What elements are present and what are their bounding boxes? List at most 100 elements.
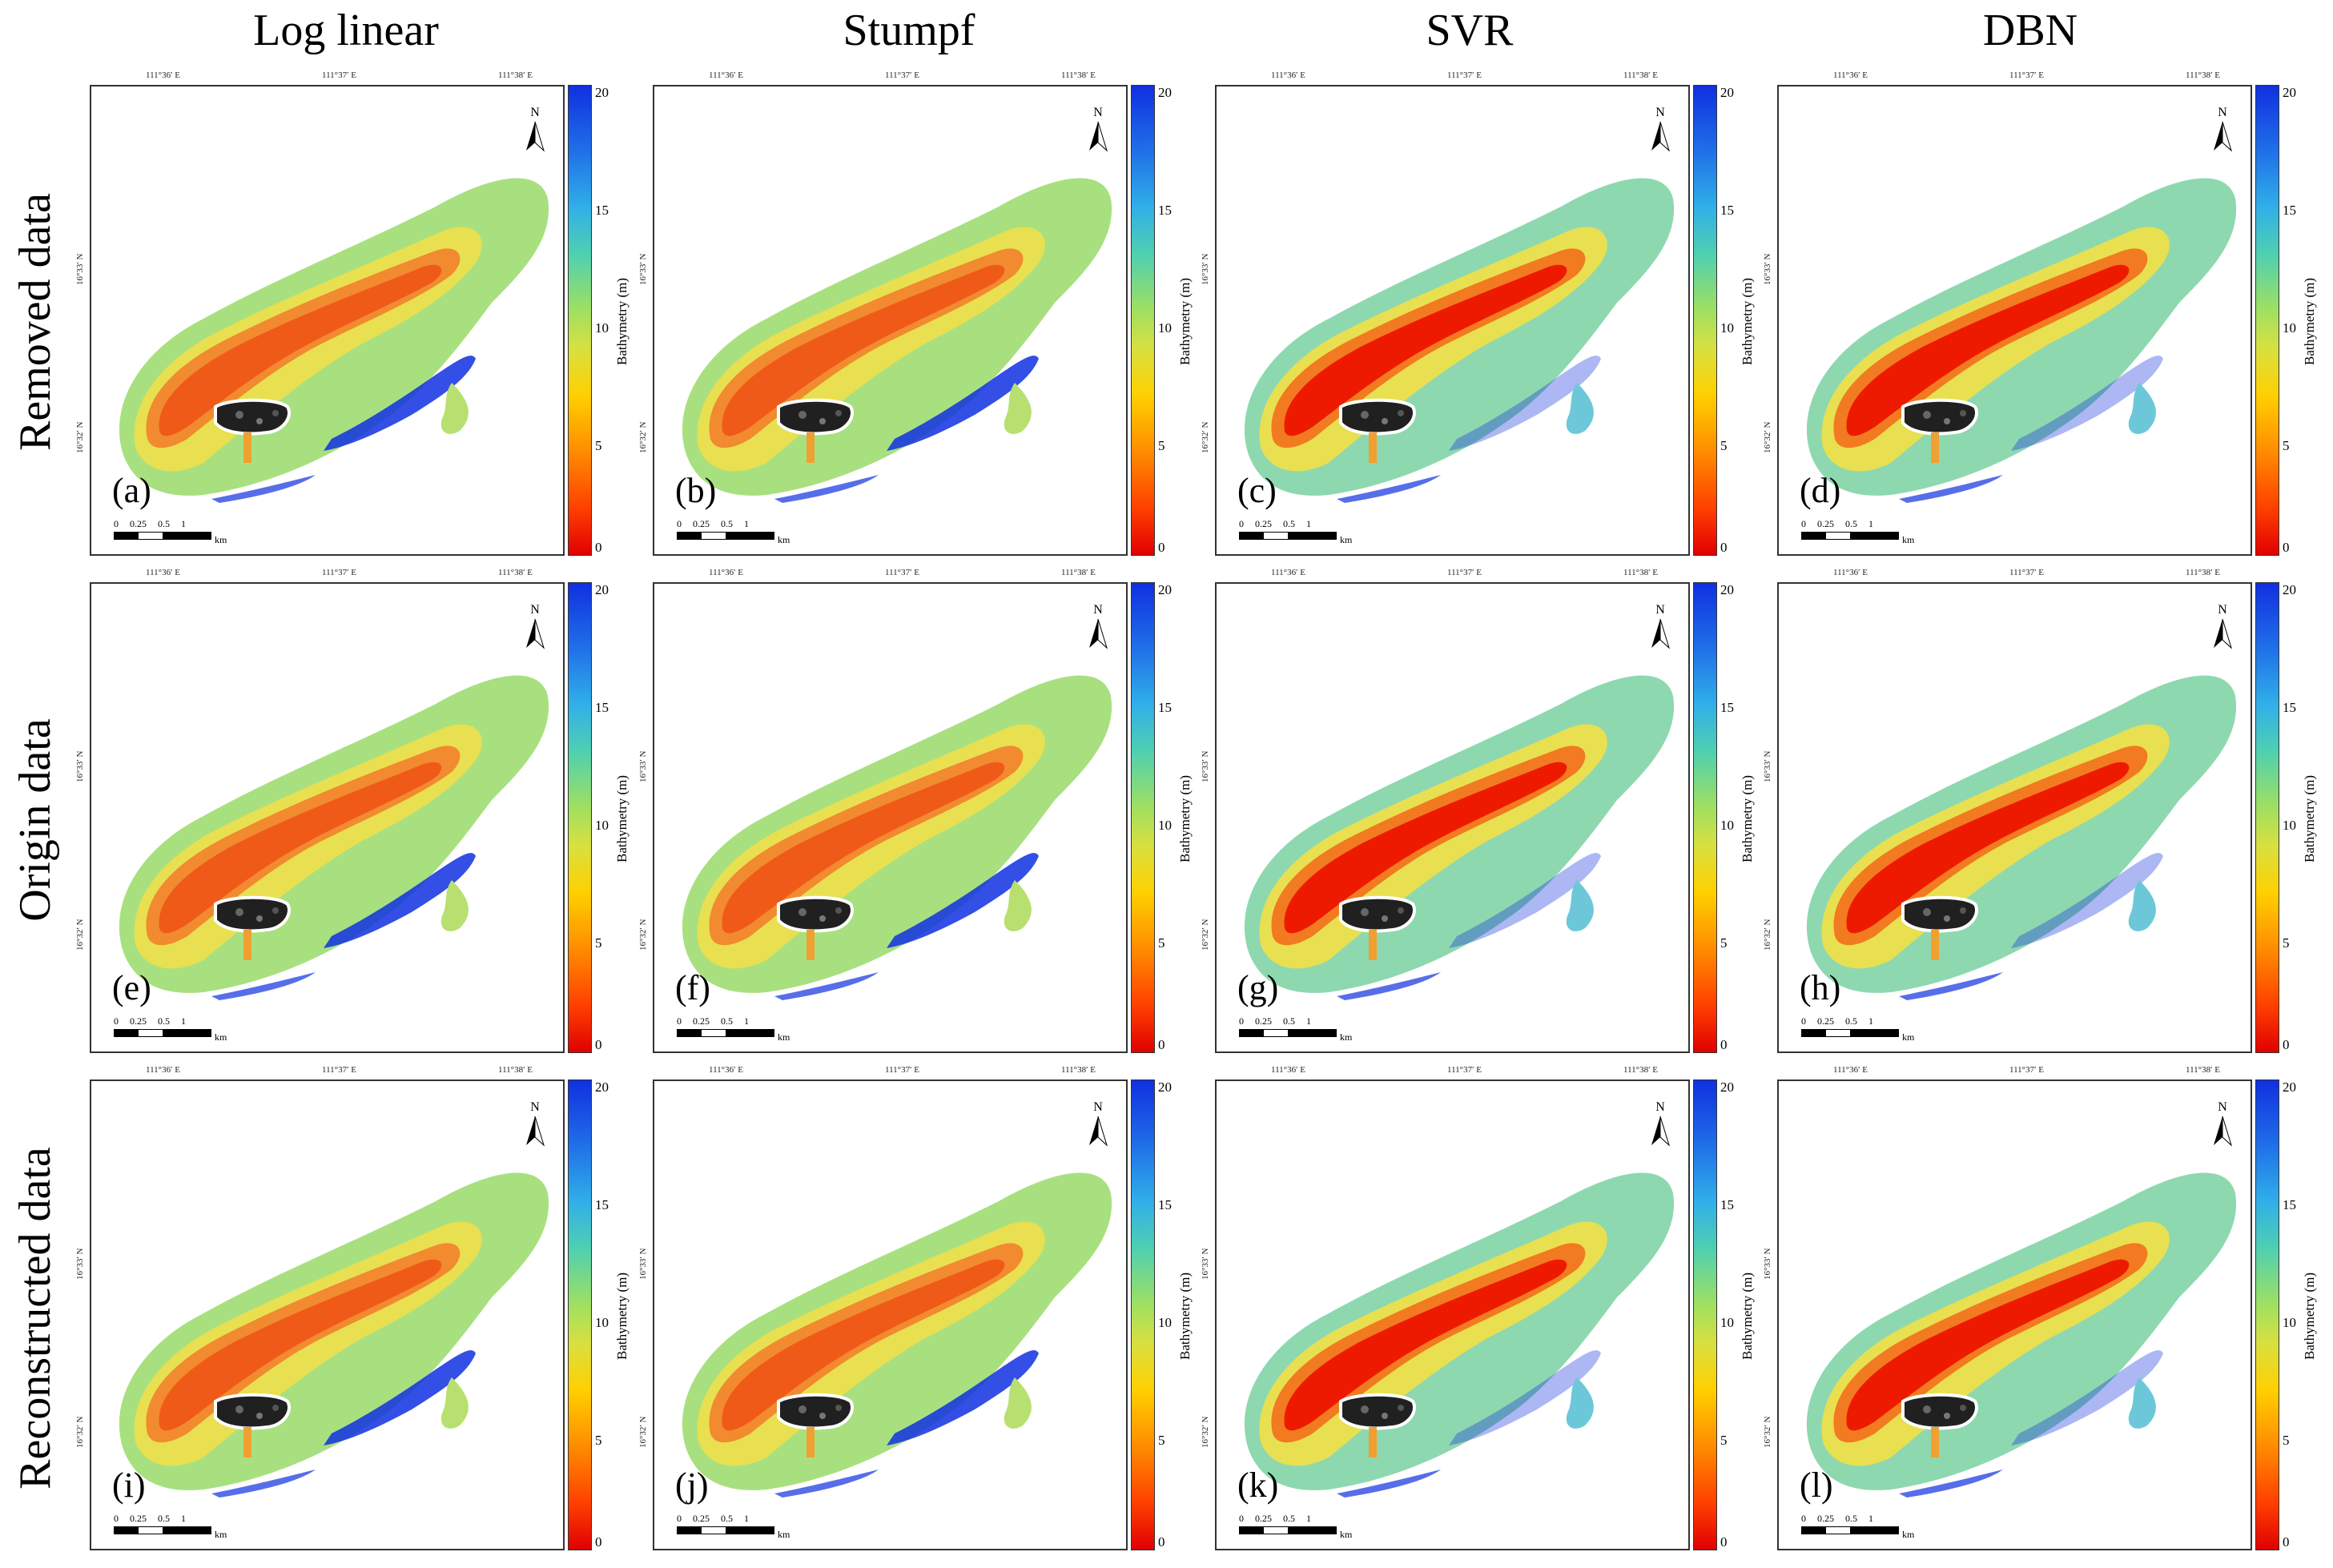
scale-unit: km [1902, 1529, 1915, 1540]
colorbar-title: Bathymetry (m) [2302, 277, 2317, 365]
colorbar-tick-label: 0 [1158, 1037, 1165, 1052]
scale-tick-label: 0.5 [1845, 518, 1857, 529]
lon-tick-label: 111°37′ E [1447, 1065, 1482, 1075]
north-label: N [1655, 1100, 1665, 1114]
colorbar-tick-label: 15 [2283, 1197, 2296, 1212]
lat-tick-label: 16°33′ N [1201, 1248, 1210, 1281]
scale-unit: km [1340, 1031, 1353, 1043]
bathymetry-colorbar [1131, 582, 1155, 1053]
scale-tick-label: 0.5 [1283, 1015, 1295, 1027]
colorbar-tick-label: 20 [1720, 1080, 1734, 1095]
scale-tick-label: 0.25 [1817, 1015, 1834, 1027]
scale-bar: 0 0.25 0.5 1 km [1801, 1015, 1914, 1043]
scale-bar: 0 0.25 0.5 1 km [1239, 518, 1352, 545]
panel-label: (j) [675, 1465, 709, 1505]
scale-unit: km [1902, 1031, 1915, 1043]
bathymetry-map-panel: N (b) 0 0.25 0.5 1 km [653, 85, 1128, 556]
scale-tick-label: 1 [744, 1015, 749, 1027]
lon-tick-label: 111°38′ E [1623, 1065, 1658, 1075]
north-label: N [1093, 106, 1103, 119]
colorbar-tick-label: 10 [595, 818, 609, 833]
scale-bar: 0 0.25 0.5 1 km [1801, 1513, 1914, 1540]
lon-tick-label: 111°36′ E [709, 70, 743, 80]
bathymetry-map-panel: N (a) 0 0.25 0.5 1 km [90, 85, 565, 556]
lat-tick-label: 16°33′ N [75, 253, 85, 286]
scale-tick-label: 0 [114, 1015, 119, 1027]
lon-tick-label: 111°36′ E [1271, 70, 1305, 80]
lon-tick-label: 111°37′ E [1447, 568, 1482, 577]
scale-unit: km [1340, 1529, 1353, 1540]
scale-tick-label: 0.25 [1255, 518, 1272, 529]
scale-tick-label: 0 [1801, 518, 1806, 529]
column-title-dbn: DBN [1982, 6, 2078, 55]
lon-tick-label: 111°37′ E [885, 568, 919, 577]
panel-label: (g) [1237, 968, 1279, 1007]
lat-tick-label: 16°32′ N [1201, 919, 1210, 951]
bathymetry-colorbar [2255, 85, 2279, 556]
lon-tick-label: 111°38′ E [498, 1065, 533, 1075]
bathymetry-map-panel: N (j) 0 0.25 0.5 1 km [653, 1080, 1128, 1550]
scale-tick-label: 0 [1239, 1015, 1244, 1027]
colorbar-title: Bathymetry (m) [614, 774, 630, 862]
scale-unit: km [778, 1529, 790, 1540]
lat-tick-label: 16°32′ N [1201, 1416, 1210, 1449]
lat-tick-label: 16°32′ N [75, 1416, 85, 1449]
colorbar-title: Bathymetry (m) [1740, 774, 1755, 862]
scale-tick-label: 1 [181, 1015, 186, 1027]
colorbar-tick-label: 15 [2283, 203, 2296, 218]
lon-tick-label: 111°36′ E [709, 1065, 743, 1075]
lat-tick-label: 16°32′ N [75, 919, 85, 951]
colorbar-tick-label: 20 [1720, 582, 1734, 597]
colorbar-tick-label: 15 [595, 700, 609, 715]
lon-tick-label: 111°37′ E [322, 568, 356, 577]
north-arrow-icon: N [2210, 1100, 2234, 1156]
bathymetry-map-panel: N (d) 0 0.25 0.5 1 km [1777, 85, 2252, 556]
lon-tick-label: 111°36′ E [1833, 568, 1868, 577]
colorbar-tick-label: 5 [2283, 438, 2290, 453]
panel-label: (d) [1800, 471, 1841, 510]
scale-tick-label: 0.25 [693, 1513, 710, 1524]
lon-tick-label: 111°36′ E [1271, 1065, 1305, 1075]
lat-tick-label: 16°32′ N [1763, 421, 1772, 454]
bathymetry-colorbar [568, 582, 592, 1053]
scale-bar: 0 0.25 0.5 1 km [677, 518, 790, 545]
colorbar-tick-label: 15 [1158, 700, 1172, 715]
lon-tick-label: 111°36′ E [146, 1065, 180, 1075]
row-title-origin: Origin data [10, 718, 60, 922]
scale-tick-label: 1 [1306, 1015, 1311, 1027]
colorbar-tick-label: 20 [595, 582, 609, 597]
panel-label: (e) [112, 968, 151, 1007]
column-title-svr: SVR [1426, 6, 1514, 55]
scale-tick-label: 0.25 [130, 1015, 147, 1027]
colorbar-tick-label: 10 [1158, 818, 1172, 833]
north-arrow-icon: N [1648, 106, 1672, 162]
scale-tick-label: 0.25 [693, 518, 710, 529]
colorbar-tick-label: 5 [1720, 438, 1728, 453]
colorbar-tick-label: 20 [2283, 582, 2296, 597]
panel-label: (k) [1237, 1465, 1279, 1505]
north-label: N [1655, 603, 1665, 617]
north-label: N [1655, 106, 1665, 119]
scale-bar: 0 0.25 0.5 1 km [1801, 518, 1914, 545]
bathymetry-map-panel: N (h) 0 0.25 0.5 1 km [1777, 582, 2252, 1053]
north-arrow-icon: N [1648, 1100, 1672, 1156]
lon-tick-label: 111°38′ E [2186, 70, 2220, 80]
scale-tick-label: 1 [1868, 1513, 1873, 1524]
scale-tick-label: 0.5 [1283, 518, 1295, 529]
lat-tick-label: 16°32′ N [638, 421, 648, 454]
lat-tick-label: 16°32′ N [1763, 919, 1772, 951]
lat-tick-label: 16°33′ N [1763, 253, 1772, 286]
bathymetry-colorbar [1131, 1080, 1155, 1550]
column-title-stumpf: Stumpf [843, 6, 975, 55]
row-title-removed: Removed data [10, 193, 60, 451]
bathymetry-map-panel: N (k) 0 0.25 0.5 1 km [1215, 1080, 1690, 1550]
scale-tick-label: 1 [181, 1513, 186, 1524]
colorbar-tick-label: 0 [1158, 1534, 1165, 1550]
colorbar-tick-label: 15 [1720, 1197, 1734, 1212]
scale-tick-label: 0 [1801, 1513, 1806, 1524]
north-label: N [1093, 1100, 1103, 1114]
north-arrow-icon: N [523, 603, 547, 659]
scale-tick-label: 0.25 [1255, 1015, 1272, 1027]
scale-tick-label: 0.5 [721, 1513, 733, 1524]
bathymetry-colorbar [568, 85, 592, 556]
